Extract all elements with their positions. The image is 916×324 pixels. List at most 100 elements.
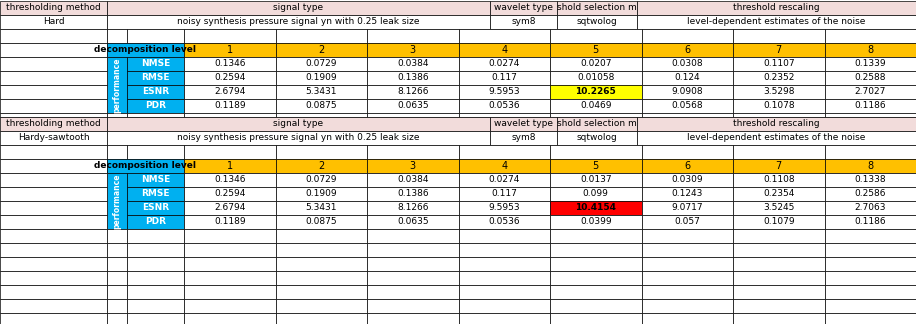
Text: 0.1909: 0.1909 [305,74,337,83]
Bar [0,215,107,229]
Text: 0.2586: 0.2586 [855,190,886,199]
Bar [459,215,550,229]
Bar [733,43,824,57]
Text: 0.0399: 0.0399 [580,217,612,226]
Bar [459,85,550,99]
Bar [0,313,107,324]
Text: 2.6794: 2.6794 [214,203,245,213]
Bar [107,173,127,229]
Bar [0,1,107,15]
Bar [490,131,557,145]
Bar [824,29,916,43]
Text: 2.7063: 2.7063 [855,203,886,213]
Bar [107,285,127,299]
Bar [367,229,459,243]
Bar [276,201,367,215]
Bar [824,313,916,324]
Bar [0,159,107,173]
Text: sym8: sym8 [511,133,536,143]
Bar [276,173,367,187]
Bar [459,145,550,159]
Bar [641,271,733,285]
Bar [184,257,276,271]
Text: 0.057: 0.057 [674,217,700,226]
Bar [733,145,824,159]
Bar [276,57,367,71]
Text: 0.1338: 0.1338 [855,176,886,184]
Text: 10.2265: 10.2265 [575,87,616,97]
Bar [127,243,184,257]
Bar [459,43,550,57]
Bar [459,159,550,173]
Bar [550,243,641,257]
Bar [641,215,733,229]
Bar [459,229,550,243]
Bar [276,159,367,173]
Bar [733,29,824,43]
Bar [107,229,127,243]
Text: level-dependent estimates of the noise: level-dependent estimates of the noise [687,17,866,27]
Bar [459,71,550,85]
Bar [107,313,127,324]
Bar [824,145,916,159]
Text: 3: 3 [409,45,416,55]
Bar [550,71,641,85]
Bar [459,173,550,187]
Text: 0.0384: 0.0384 [397,60,429,68]
Text: 4: 4 [501,45,507,55]
Bar [557,131,637,145]
Bar [459,57,550,71]
Bar [824,243,916,257]
Text: 0.2352: 0.2352 [763,74,794,83]
Text: 0.0274: 0.0274 [488,60,520,68]
Bar [459,187,550,201]
Text: 0.1186: 0.1186 [855,217,886,226]
Bar [107,257,127,271]
Text: 0.0635: 0.0635 [397,217,429,226]
Bar [824,57,916,71]
Bar [0,43,107,57]
Text: PDR: PDR [145,217,166,226]
Bar [641,145,733,159]
Bar [490,117,557,131]
Bar [637,15,916,29]
Bar [127,229,184,243]
Bar [107,117,490,131]
Bar [276,271,367,285]
Bar [127,285,184,299]
Bar [367,201,459,215]
Bar [641,113,733,117]
Text: 0.1189: 0.1189 [214,101,245,110]
Text: 0.099: 0.099 [583,190,609,199]
Text: decomposition level: decomposition level [94,161,197,170]
Bar [127,85,184,99]
Bar [550,43,641,57]
Bar [107,131,490,145]
Bar [733,229,824,243]
Text: 0.0469: 0.0469 [580,101,612,110]
Bar [641,99,733,113]
Bar [641,29,733,43]
Bar [550,285,641,299]
Bar [550,313,641,324]
Bar [184,229,276,243]
Bar [184,187,276,201]
Text: shold selection m: shold selection m [557,120,637,129]
Text: 5: 5 [593,161,599,171]
Bar [184,29,276,43]
Bar [824,229,916,243]
Bar [550,271,641,285]
Text: 0.2594: 0.2594 [214,190,245,199]
Bar [0,299,107,313]
Bar [184,285,276,299]
Text: threshold rescaling: threshold rescaling [733,4,820,13]
Bar [127,215,184,229]
Bar [824,113,916,117]
Bar [184,57,276,71]
Bar [641,43,733,57]
Bar [184,299,276,313]
Bar [733,187,824,201]
Bar [107,159,184,173]
Bar [127,71,184,85]
Bar [276,299,367,313]
